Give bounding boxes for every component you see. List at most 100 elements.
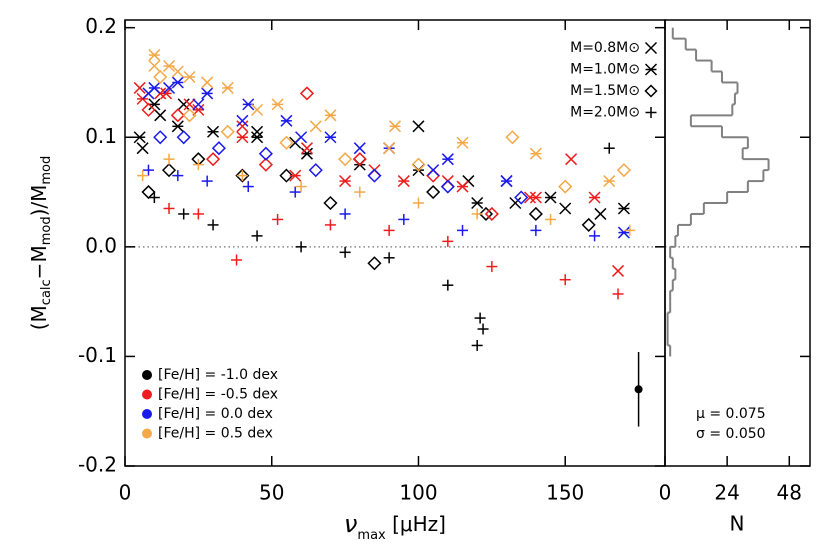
marker-plus xyxy=(486,261,498,273)
marker-diamond xyxy=(367,256,382,271)
marker-stroke xyxy=(153,69,168,85)
marker-asterisk xyxy=(271,98,284,111)
mass-legend-label: M=1.0M⊙ xyxy=(570,62,640,78)
marker-plus xyxy=(289,186,301,198)
marker-plus xyxy=(142,164,154,176)
marker-diamond xyxy=(141,184,156,200)
marker-plus xyxy=(272,213,284,225)
marker-diamond xyxy=(153,130,168,145)
marker-x xyxy=(251,103,264,116)
marker-plus xyxy=(163,153,175,165)
marker-diamond xyxy=(258,157,273,172)
marker-plus xyxy=(295,241,307,253)
marker-plus xyxy=(603,142,615,154)
marker-stroke xyxy=(559,202,572,215)
marker-x xyxy=(612,264,625,277)
marker-stroke xyxy=(251,125,264,138)
marker-plus xyxy=(354,186,366,198)
marker-stroke xyxy=(308,163,323,178)
marker-x xyxy=(236,120,249,133)
marker-stroke xyxy=(509,196,522,210)
marker-x xyxy=(559,202,572,215)
marker-asterisk xyxy=(236,131,249,144)
marker-stroke xyxy=(505,130,520,145)
marker-asterisk xyxy=(617,226,630,239)
marker-stroke xyxy=(565,153,578,166)
marker-plus xyxy=(201,175,213,187)
marker-plus xyxy=(192,159,204,171)
marker-plus xyxy=(383,252,395,264)
marker-x xyxy=(154,109,167,122)
marker-plus xyxy=(645,107,657,118)
marker-diamond xyxy=(258,146,273,161)
marker-plus xyxy=(530,224,542,236)
hist-x-label: N xyxy=(730,512,745,536)
hist-frame xyxy=(664,19,811,467)
marker-stroke xyxy=(258,157,273,172)
marker-stroke xyxy=(383,142,396,155)
marker-plus xyxy=(545,213,557,225)
marker-asterisk xyxy=(544,191,557,204)
marker-diamond xyxy=(308,163,323,178)
marker-plus xyxy=(172,170,184,182)
marker-plus xyxy=(612,288,624,300)
marker-stroke xyxy=(154,109,167,122)
marker-plus xyxy=(477,323,489,335)
marker-asterisk xyxy=(221,81,234,94)
marker-stroke xyxy=(148,59,161,73)
legend-swatch xyxy=(142,389,152,400)
marker-stroke xyxy=(411,157,426,172)
x-tick-label: 0 xyxy=(659,481,672,505)
marker-asterisk xyxy=(289,169,302,182)
marker-stroke xyxy=(141,102,156,117)
marker-stroke xyxy=(136,142,149,155)
marker-diamond xyxy=(484,206,499,222)
marker-asterisk xyxy=(644,63,658,76)
marker-stroke xyxy=(205,152,221,167)
marker-stroke xyxy=(177,98,190,111)
x-tick-label: 50 xyxy=(259,481,284,505)
marker-x xyxy=(644,41,658,55)
marker-plus xyxy=(137,170,149,182)
x-tick-label: 150 xyxy=(546,481,584,505)
marker-plus xyxy=(589,230,601,242)
annotation: μ = 0.075 xyxy=(696,406,766,422)
annotation: σ = 0.050 xyxy=(696,426,766,442)
marker-asterisk xyxy=(397,175,410,188)
marker-asterisk xyxy=(388,120,402,133)
marker-stroke xyxy=(352,152,367,167)
marker-diamond xyxy=(616,163,631,178)
marker-stroke xyxy=(171,65,184,78)
legend-label: [Fe/H] = -0.5 dex xyxy=(158,387,278,403)
marker-diamond xyxy=(440,179,455,194)
marker-x xyxy=(300,142,313,155)
marker-x xyxy=(295,131,308,144)
marker-plus xyxy=(442,235,454,247)
marker-asterisk xyxy=(201,87,214,100)
marker-x xyxy=(565,153,578,166)
marker-x xyxy=(133,81,146,94)
marker-diamond xyxy=(426,184,441,200)
marker-asterisk xyxy=(324,109,337,122)
x-tick-label: 0 xyxy=(119,481,132,505)
ylabel-part: calc xyxy=(39,279,54,305)
marker-diamond xyxy=(220,124,235,139)
marker-stroke xyxy=(279,168,294,183)
marker-stroke xyxy=(236,120,249,133)
marker-diamond xyxy=(279,135,294,150)
marker-plus xyxy=(148,192,160,204)
marker-asterisk xyxy=(339,175,352,188)
marker-diamond xyxy=(153,69,168,85)
marker-stroke xyxy=(161,163,177,178)
ylabel-part: )/M xyxy=(27,185,51,217)
x-tick-label: 100 xyxy=(399,481,437,505)
marker-diamond xyxy=(558,179,573,194)
marker-asterisk xyxy=(171,120,184,133)
marker-x xyxy=(594,207,607,220)
marker-stroke xyxy=(133,81,146,94)
marker-x xyxy=(171,65,184,78)
marker-stroke xyxy=(153,130,168,145)
marker-x xyxy=(192,98,205,111)
marker-diamond xyxy=(170,108,185,123)
